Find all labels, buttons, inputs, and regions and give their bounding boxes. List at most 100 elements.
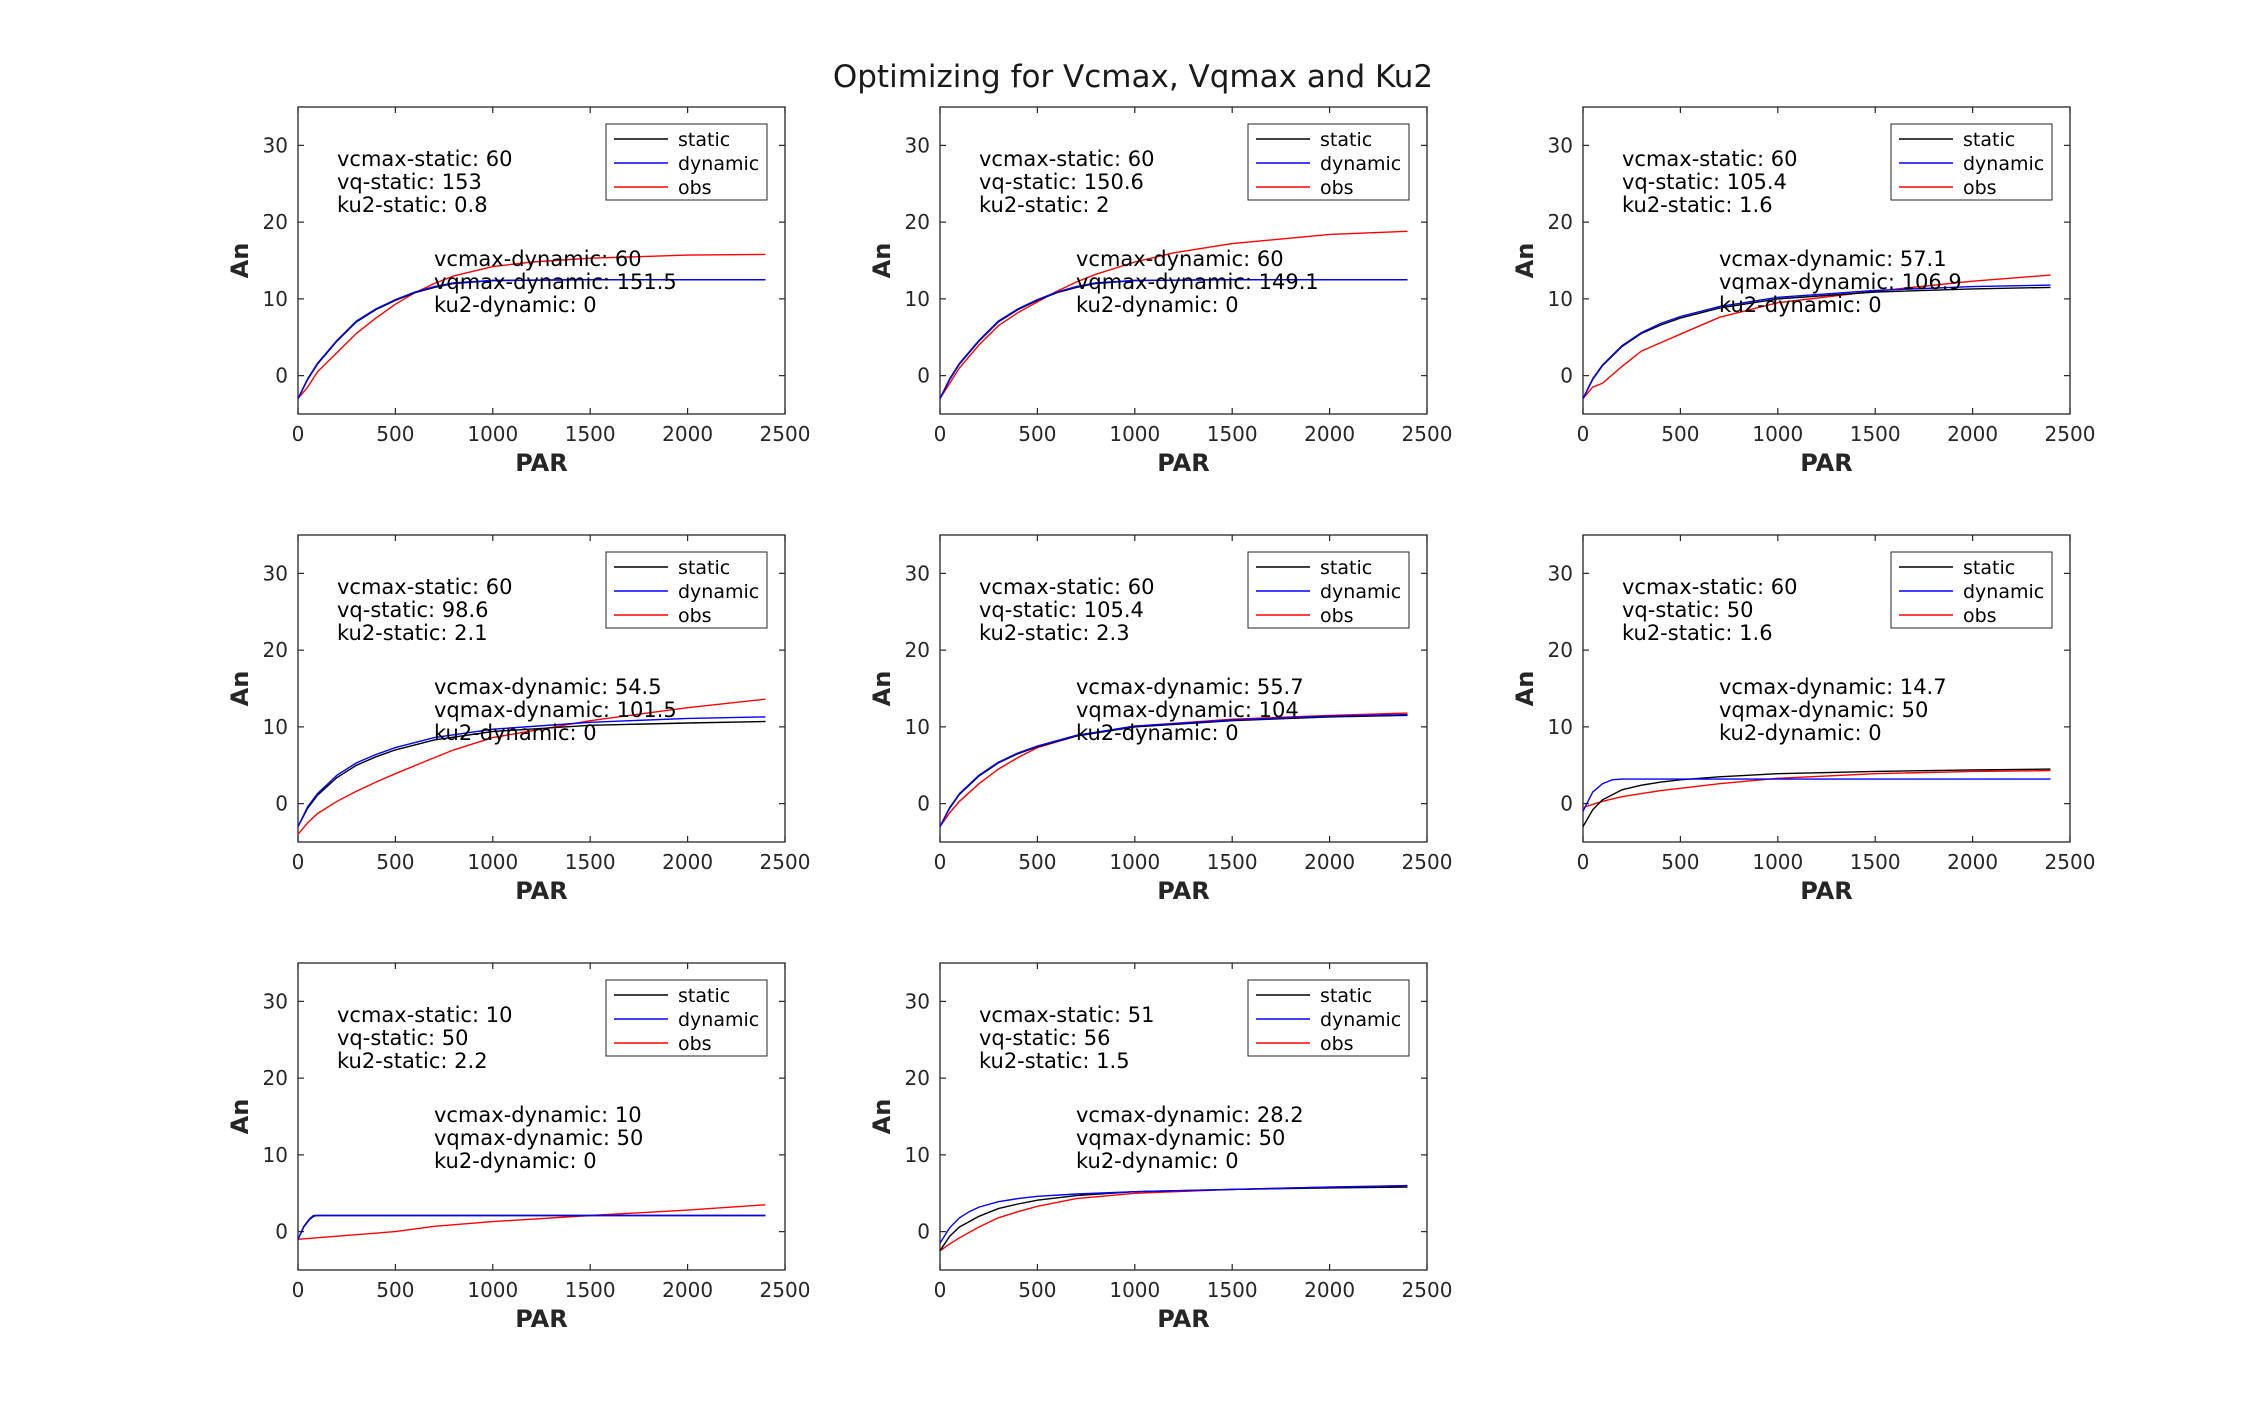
x-tick-label: 500 (1661, 850, 1699, 874)
legend-label-dynamic: dynamic (1320, 153, 1401, 175)
x-tick-label: 2000 (662, 1278, 713, 1302)
series-line-static (297, 720, 766, 827)
y-axis-label: An (1511, 243, 1539, 279)
x-axis-label: PAR (1157, 877, 1209, 905)
y-tick-label: 0 (1560, 364, 1573, 388)
annotation-dynamic: vcmax-dynamic: 60 (434, 247, 642, 271)
x-tick-label: 1500 (565, 850, 616, 874)
annotation-dynamic: ku2-dynamic: 0 (1719, 721, 1882, 745)
series-line-dynamic (297, 716, 766, 827)
legend-label-static: static (678, 129, 730, 151)
annotation-dynamic: vcmax-dynamic: 60 (1076, 247, 1284, 271)
legend-label-static: static (678, 557, 730, 579)
annotation-static: vcmax-static: 60 (979, 575, 1154, 599)
series-line-dynamic (297, 279, 766, 399)
y-tick-label: 30 (263, 989, 288, 1013)
y-tick-label: 10 (263, 715, 288, 739)
legend-label-obs: obs (1320, 177, 1354, 199)
x-tick-label: 2500 (2045, 422, 2096, 446)
annotation-dynamic: vcmax-dynamic: 10 (434, 1103, 642, 1127)
legend-label-static: static (1320, 129, 1372, 151)
series-line-dynamic (1582, 284, 2051, 399)
x-tick-label: 0 (934, 422, 947, 446)
x-tick-label: 2500 (760, 1278, 811, 1302)
y-tick-label: 0 (917, 1220, 930, 1244)
y-tick-label: 20 (1548, 210, 1573, 234)
legend-label-obs: obs (678, 177, 712, 199)
x-tick-label: 1000 (467, 850, 518, 874)
y-axis-label: An (226, 1099, 254, 1135)
annotation-dynamic: ku2-dynamic: 0 (1076, 1149, 1239, 1173)
x-tick-label: 2000 (1304, 422, 1355, 446)
x-tick-label: 2000 (1947, 422, 1998, 446)
annotation-dynamic: vcmax-dynamic: 28.2 (1076, 1103, 1304, 1127)
annotation-dynamic: vcmax-dynamic: 54.5 (434, 675, 662, 699)
series-line-dynamic (939, 1184, 1408, 1244)
x-tick-label: 0 (292, 850, 305, 874)
subplot-2: 0 500 1000 1500 2000 2500 0 10 20 30 PAR An vcmax-st… (868, 106, 1453, 477)
x-axis-label: PAR (515, 877, 567, 905)
subplot-1: 0 500 1000 1500 2000 2500 0 10 20 30 PAR An vcmax-st… (226, 106, 810, 477)
y-tick-label: 10 (1548, 715, 1573, 739)
legend-label-dynamic: dynamic (678, 1009, 759, 1031)
y-tick-label: 30 (263, 133, 288, 157)
x-tick-label: 1500 (1207, 850, 1258, 874)
y-tick-label: 20 (263, 1066, 288, 1090)
legend-label-obs: obs (1963, 605, 1997, 627)
annotation-static: vcmax-static: 60 (337, 575, 512, 599)
annotation-static: vcmax-static: 60 (1622, 147, 1797, 171)
series-line-obs (939, 712, 1408, 828)
annotation-static: ku2-static: 2.1 (337, 621, 488, 645)
legend-label-static: static (1320, 985, 1372, 1007)
annotation-dynamic: vcmax-dynamic: 14.7 (1719, 675, 1947, 699)
series-line-dynamic (297, 1214, 766, 1240)
annotation-dynamic: vqmax-dynamic: 101.5 (434, 698, 677, 722)
annotation-static: vq-static: 153 (337, 170, 482, 194)
x-tick-label: 1500 (1207, 422, 1258, 446)
x-tick-label: 2500 (1402, 422, 1453, 446)
x-tick-label: 0 (292, 1278, 305, 1302)
annotation-static: vcmax-static: 60 (337, 147, 512, 171)
x-tick-label: 1000 (1109, 1278, 1160, 1302)
y-axis-label: An (868, 243, 896, 279)
x-tick-label: 2500 (2045, 850, 2096, 874)
y-tick-label: 20 (905, 210, 930, 234)
x-tick-label: 1000 (467, 422, 518, 446)
x-tick-label: 500 (376, 422, 414, 446)
y-axis-label: An (226, 243, 254, 279)
x-tick-label: 2000 (1947, 850, 1998, 874)
x-tick-label: 1500 (1207, 1278, 1258, 1302)
annotation-static: vq-static: 56 (979, 1026, 1110, 1050)
annotation-dynamic: vqmax-dynamic: 50 (434, 1126, 643, 1150)
y-tick-label: 0 (1560, 792, 1573, 816)
y-tick-label: 10 (1548, 287, 1573, 311)
annotation-static: vq-static: 50 (337, 1026, 468, 1050)
annotation-static: vq-static: 105.4 (1622, 170, 1787, 194)
x-axis-label: PAR (1157, 449, 1209, 477)
x-tick-label: 500 (1018, 422, 1056, 446)
annotation-static: vcmax-static: 60 (979, 147, 1154, 171)
annotation-static: vcmax-static: 10 (337, 1003, 512, 1027)
series-line-dynamic (939, 713, 1408, 827)
y-tick-label: 30 (905, 989, 930, 1013)
annotation-dynamic: vcmax-dynamic: 55.7 (1076, 675, 1304, 699)
x-tick-label: 0 (1577, 422, 1590, 446)
x-tick-label: 0 (292, 422, 305, 446)
series-line-obs (297, 698, 766, 835)
x-tick-label: 500 (1018, 1278, 1056, 1302)
y-tick-label: 0 (275, 792, 288, 816)
annotation-static: vq-static: 150.6 (979, 170, 1144, 194)
x-tick-label: 2500 (1402, 1278, 1453, 1302)
subplot-7: 0 500 1000 1500 2000 2500 0 10 20 30 PAR An vcmax-st… (226, 962, 811, 1333)
legend-label-dynamic: dynamic (1320, 1009, 1401, 1031)
series-line-dynamic (1582, 778, 2051, 812)
x-tick-label: 2500 (1402, 850, 1453, 874)
annotation-dynamic: vqmax-dynamic: 149.1 (1076, 270, 1319, 294)
x-tick-label: 500 (1018, 850, 1056, 874)
x-tick-label: 1000 (1109, 422, 1160, 446)
annotation-dynamic: ku2-dynamic: 0 (434, 293, 597, 317)
